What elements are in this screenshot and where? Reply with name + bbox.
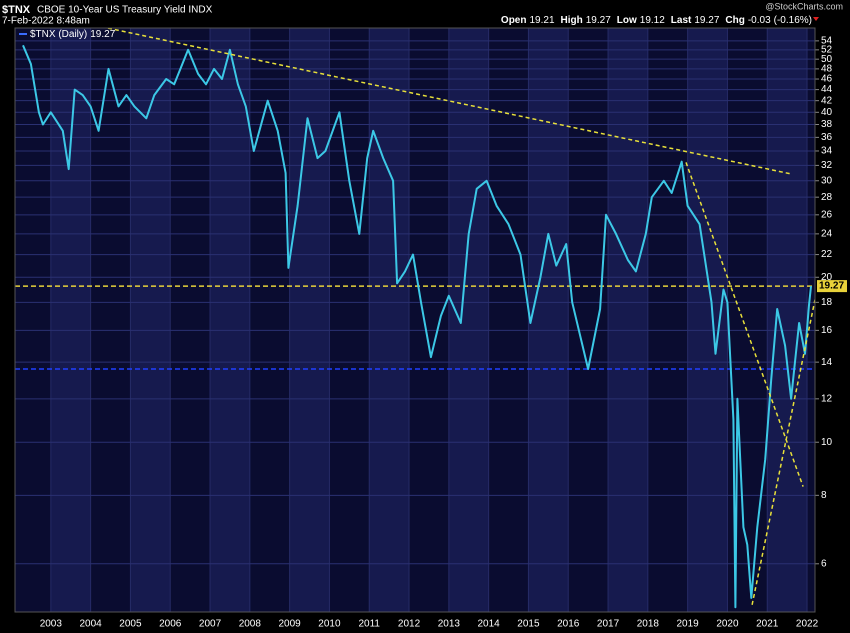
x-tick-label: 2016 <box>557 619 580 630</box>
y-tick-label: 42 <box>821 95 833 106</box>
quote-value: 19.12 <box>640 15 665 26</box>
trendline <box>685 162 804 487</box>
y-tick-label: 24 <box>821 229 833 240</box>
x-tick-label: 2019 <box>677 619 700 630</box>
y-tick-label: 48 <box>821 64 833 75</box>
watermark: @StockCharts.com <box>765 1 843 11</box>
y-tick-label: 44 <box>821 84 833 95</box>
x-tick-label: 2022 <box>796 619 819 630</box>
y-tick-label: 32 <box>821 160 833 171</box>
x-tick-label: 2004 <box>79 619 102 630</box>
symbol: $TNX <box>2 4 31 16</box>
year-band <box>608 28 648 612</box>
y-tick-label: 18 <box>821 297 833 308</box>
quote-label: Last <box>671 15 692 26</box>
down-arrow <box>813 17 819 21</box>
plot-border <box>14 27 816 613</box>
y-tick-label: 50 <box>821 54 833 65</box>
chart-title: CBOE 10-Year US Treasury Yield INDX <box>37 5 213 16</box>
y-tick-label: 22 <box>821 249 833 260</box>
quote-value: 19.21 <box>529 15 554 26</box>
quote-value: 19.27 <box>586 15 611 26</box>
x-tick-label: 2020 <box>716 619 739 630</box>
y-tick-label: 54 <box>821 36 833 47</box>
x-tick-label: 2009 <box>279 619 302 630</box>
price-line <box>22 44 812 609</box>
trendline <box>751 299 815 605</box>
year-band <box>528 28 569 612</box>
year-band <box>210 28 250 612</box>
x-tick-label: 2006 <box>159 619 182 630</box>
y-tick-label: 14 <box>821 357 833 368</box>
x-tick-label: 2007 <box>199 619 222 630</box>
quote-pct: (-0.16%) <box>774 15 812 26</box>
year-band <box>767 28 808 612</box>
y-tick-label: 26 <box>821 209 833 220</box>
legend-value: 19.27 <box>90 29 115 40</box>
x-tick-label: 2005 <box>119 619 142 630</box>
x-tick-label: 2013 <box>438 619 461 630</box>
y-tick-label: 10 <box>821 437 833 448</box>
quote-value: 19.27 <box>694 15 719 26</box>
y-tick-label: 8 <box>821 490 827 501</box>
year-band <box>50 28 91 612</box>
x-tick-label: 2008 <box>239 619 262 630</box>
last-value-box <box>817 280 847 293</box>
x-tick-label: 2011 <box>358 619 380 630</box>
date: 7-Feb-2022 8:48am <box>2 16 90 27</box>
trendline <box>103 28 791 175</box>
y-tick-label: 38 <box>821 119 833 130</box>
y-tick-label: 20 <box>821 272 833 283</box>
y-tick-label: 30 <box>821 175 833 186</box>
year-band <box>130 28 171 612</box>
year-band <box>687 28 728 612</box>
x-tick-label: 2014 <box>478 619 501 630</box>
y-tick-label: 28 <box>821 192 833 203</box>
x-tick-label: 2018 <box>637 619 660 630</box>
last-value-label: 19.27 <box>819 281 844 292</box>
x-tick-label: 2012 <box>398 619 421 630</box>
x-tick-label: 2021 <box>756 619 779 630</box>
x-tick-label: 2003 <box>40 619 63 630</box>
legend-name: $TNX (Daily) <box>30 29 87 40</box>
y-tick-label: 16 <box>821 325 833 336</box>
year-band <box>448 28 489 612</box>
y-tick-label: 36 <box>821 132 833 143</box>
y-tick-label: 46 <box>821 74 833 85</box>
x-tick-label: 2010 <box>318 619 341 630</box>
quote-label: Chg <box>725 15 744 26</box>
quote-label: Low <box>617 15 637 26</box>
y-tick-label: 34 <box>821 146 833 157</box>
quote-value: -0.03 <box>748 15 771 26</box>
x-tick-label: 2015 <box>517 619 540 630</box>
y-tick-label: 52 <box>821 44 833 55</box>
legend: $TNX (Daily) 19.27 <box>30 29 116 40</box>
quote-label: Open <box>501 15 527 26</box>
quote: Open 19.21 High 19.27 Low 19.12 Last 19.27 Chg -0… <box>501 15 812 26</box>
y-tick-label: 6 <box>821 558 827 569</box>
year-band <box>369 28 410 612</box>
y-tick-label: 12 <box>821 393 833 404</box>
x-tick-label: 2017 <box>597 619 620 630</box>
year-band <box>289 28 330 612</box>
y-tick-label: 40 <box>821 107 833 118</box>
quote-label: High <box>561 15 583 26</box>
